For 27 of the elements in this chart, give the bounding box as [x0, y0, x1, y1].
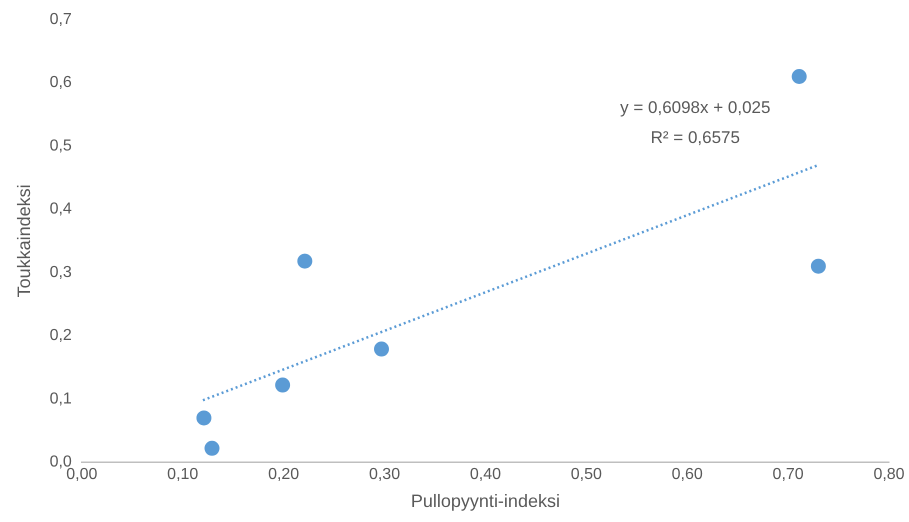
- y-tick-label: 0,7: [50, 11, 72, 28]
- y-tick-label: 0,1: [50, 390, 72, 408]
- x-axis-title: Pullopyynti-indeksi: [410, 491, 560, 512]
- point: [810, 258, 826, 274]
- point: [374, 342, 389, 357]
- y-tick-label: 0,6: [50, 74, 72, 92]
- x-tick-label: 0,80: [873, 466, 905, 484]
- point: [792, 69, 807, 84]
- x-tick-label: 0,70: [772, 466, 804, 484]
- y-tick-label: 0,2: [50, 327, 72, 344]
- x-tick-label: 0,00: [66, 466, 98, 484]
- x-tick-label: 0,30: [368, 466, 400, 484]
- point: [204, 440, 220, 456]
- y-tick-label: 0,3: [50, 264, 72, 281]
- annotation: R² = 0,6575: [650, 128, 740, 147]
- annotation: y = 0,6098x + 0,025: [620, 98, 770, 117]
- y-tick-label: 0,4: [50, 200, 72, 218]
- x-tick-label: 0,10: [167, 466, 198, 484]
- point: [196, 410, 212, 426]
- x-tick-label: 0,20: [268, 466, 300, 484]
- y-tick-label: 0,5: [50, 137, 72, 154]
- point: [275, 378, 290, 393]
- x-tick-label: 0,60: [672, 466, 703, 484]
- y-axis-title: Toukkaindeksi: [14, 184, 34, 298]
- point: [297, 254, 312, 269]
- x-tick-label: 0,50: [570, 466, 602, 484]
- x-tick-label: 0,40: [470, 466, 502, 484]
